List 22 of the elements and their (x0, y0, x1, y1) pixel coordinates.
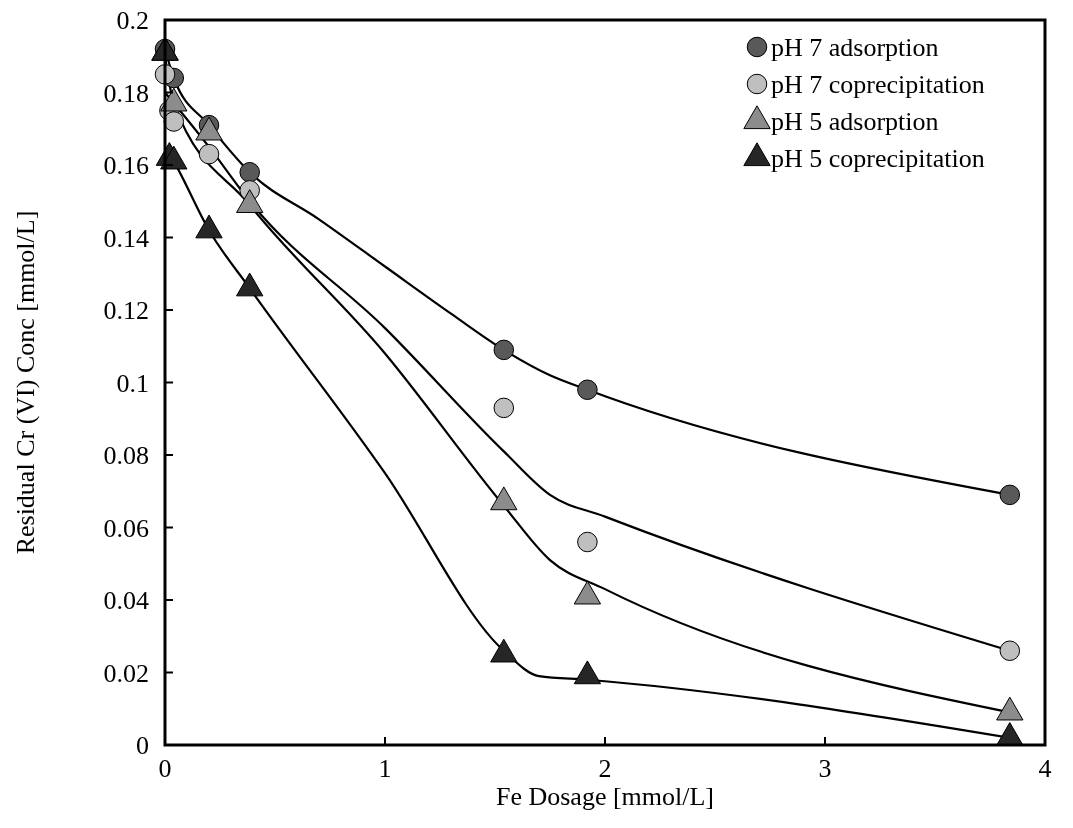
legend-label: pH 5 coprecipitation (771, 144, 985, 174)
y-tick-label: 0.12 (103, 296, 149, 326)
x-tick-label: 4 (1038, 754, 1052, 783)
y-tick-label: 0.04 (103, 586, 149, 616)
y-tick-label: 0.1 (116, 368, 149, 398)
y-axis-title: Residual Cr (VI) Conc [mmol/L] (11, 210, 40, 555)
y-tick-label: 0.2 (116, 6, 149, 36)
y-tick-label: 0.08 (103, 441, 149, 471)
x-tick-label: 1 (378, 754, 392, 783)
y-tick-label: 0.18 (103, 78, 149, 108)
y-tick-label: 0.14 (103, 223, 149, 253)
y-tick-label: 0.16 (103, 151, 149, 181)
legend-label: pH 7 adsorption (771, 33, 939, 63)
y-tick-label: 0.06 (103, 513, 149, 543)
x-tick-label: 3 (818, 754, 832, 783)
x-tick-label: 0 (158, 754, 172, 783)
x-tick-label: 2 (598, 754, 612, 783)
y-tick-label: 0.02 (103, 658, 149, 688)
x-axis-title: Fe Dosage [mmol/L] (495, 782, 715, 811)
y-tick-label: 0 (136, 731, 149, 761)
legend-label: pH 7 coprecipitation (771, 70, 985, 100)
legend-label: pH 5 adsorption (771, 107, 939, 137)
